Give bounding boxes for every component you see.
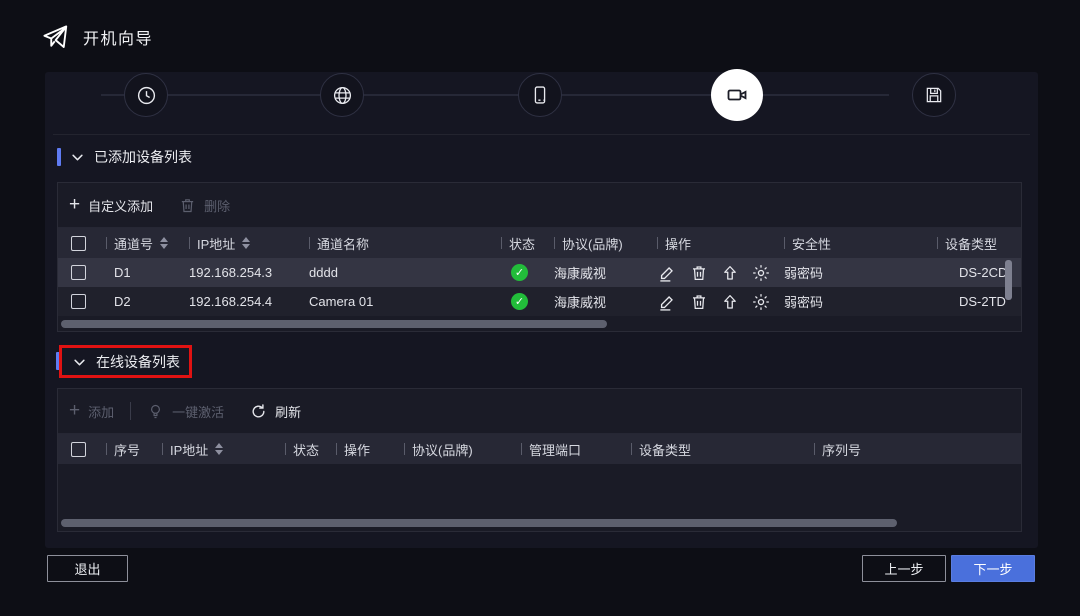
steps-divider	[53, 134, 1030, 135]
status-online-icon: ✓	[511, 293, 528, 310]
online-devices-header-row: 序号 IP地址 状态 操作 协议(品牌) 管理端口 设备类型 序列号	[58, 434, 1021, 464]
page-title: 开机向导	[83, 31, 154, 48]
section-accent-bar	[56, 352, 60, 370]
delete-icon[interactable]	[690, 264, 708, 282]
globe-icon	[332, 85, 353, 106]
phone-icon	[530, 85, 550, 105]
horizontal-scrollbar[interactable]	[61, 320, 607, 328]
table-row[interactable]: D1 192.168.254.3 dddd ✓ 海康威视 弱密码 DS-2CD	[58, 258, 1021, 287]
refresh-button[interactable]: 刷新	[250, 402, 301, 421]
settings-gear-icon[interactable]	[752, 293, 770, 311]
edit-icon[interactable]	[657, 263, 677, 283]
added-devices-header-row: 通道号 IP地址 通道名称 状态 协议(品牌) 操作 安全性 设备类型	[58, 228, 1021, 258]
online-devices-table: + 添加 一键激活 刷新 序号 IP地址 状态	[57, 388, 1022, 532]
chevron-down-icon[interactable]	[70, 150, 85, 165]
refresh-icon	[250, 403, 267, 420]
plus-icon: +	[69, 193, 81, 215]
sort-icon[interactable]	[160, 237, 169, 249]
added-devices-table: + 自定义添加 删除 通道号 IP地址 通道名称 状态 协议(品牌) 操作 安全…	[57, 182, 1022, 332]
toolbar-divider	[130, 402, 132, 420]
floppy-icon	[924, 85, 944, 105]
online-devices-section-header[interactable]: 在线设备列表	[72, 352, 180, 372]
added-devices-section-title: 已添加设备列表	[94, 149, 192, 165]
select-all-checkbox[interactable]	[70, 441, 86, 457]
upgrade-arrow-icon[interactable]	[721, 264, 739, 282]
previous-step-button[interactable]: 上一步	[862, 555, 946, 582]
trash-icon	[179, 197, 196, 214]
added-devices-section-header[interactable]: 已添加设备列表	[70, 147, 192, 167]
chevron-down-icon[interactable]	[72, 355, 87, 370]
online-devices-section-title: 在线设备列表	[96, 354, 180, 370]
titlebar: 开机向导	[40, 22, 153, 52]
status-online-icon: ✓	[511, 264, 528, 281]
camera-icon	[725, 83, 749, 107]
sort-icon[interactable]	[215, 443, 224, 455]
settings-gear-icon[interactable]	[752, 264, 770, 282]
vertical-scrollbar[interactable]	[1005, 260, 1012, 300]
edit-icon[interactable]	[657, 292, 677, 312]
wizard-step-time	[124, 73, 168, 117]
bulb-icon	[147, 403, 164, 420]
upgrade-arrow-icon[interactable]	[721, 293, 739, 311]
horizontal-scrollbar[interactable]	[61, 519, 897, 527]
wizard-step-network	[320, 73, 364, 117]
table-row[interactable]: D2 192.168.254.4 Camera 01 ✓ 海康威视 弱密码 DS…	[58, 287, 1021, 316]
plus-icon: +	[69, 399, 81, 421]
clock-icon	[136, 85, 157, 106]
wizard-step-camera	[711, 69, 763, 121]
paper-plane-icon	[40, 22, 70, 52]
steps-connector	[101, 94, 889, 96]
select-all-checkbox[interactable]	[70, 235, 86, 251]
row-checkbox[interactable]	[70, 265, 86, 280]
delete-icon[interactable]	[690, 293, 708, 311]
custom-add-button[interactable]: + 自定义添加	[69, 193, 154, 215]
exit-button[interactable]: 退出	[47, 555, 128, 582]
wizard-step-save	[912, 73, 956, 117]
next-step-button[interactable]: 下一步	[951, 555, 1035, 582]
wizard-step-mobile	[518, 73, 562, 117]
online-devices-toolbar: + 添加 一键激活 刷新	[58, 389, 1021, 434]
added-devices-toolbar: + 自定义添加 删除	[58, 183, 1021, 228]
section-accent-bar	[57, 148, 61, 166]
empty-table-body	[58, 464, 1021, 516]
row-checkbox[interactable]	[70, 294, 86, 309]
one-key-activate-button[interactable]: 一键激活	[147, 402, 224, 421]
sort-icon[interactable]	[242, 237, 251, 249]
add-button[interactable]: + 添加	[69, 399, 115, 421]
delete-button[interactable]: 删除	[179, 196, 230, 215]
